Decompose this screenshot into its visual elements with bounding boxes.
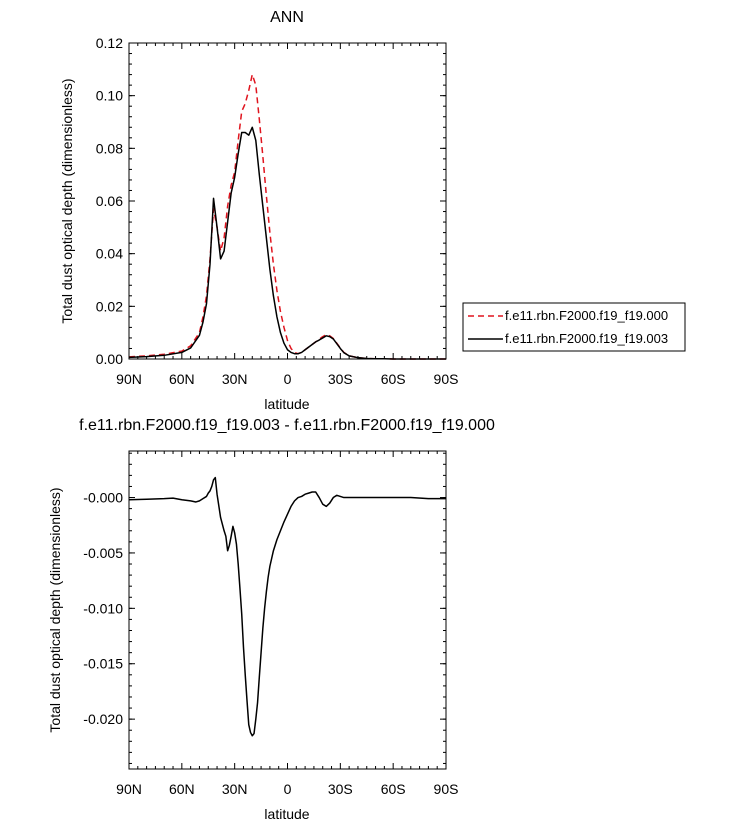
legend-label-series-1: f.e11.rbn.F2000.f19_f19.000 [505, 308, 668, 323]
x-tick-label: 60S [381, 371, 406, 387]
y-tick-label: -0.010 [83, 600, 123, 616]
x-tick-label: 60N [169, 781, 195, 797]
x-tick-label: 60S [381, 781, 406, 797]
difference-chart: f.e11.rbn.F2000.f19_f19.003 - f.e11.rbn.… [47, 417, 495, 822]
y-tick-label: 0.08 [96, 140, 123, 156]
legend-box [462, 302, 686, 352]
series-line-1 [128, 476, 446, 737]
x-tick-label: 30N [222, 781, 248, 797]
y-tick-label: -0.020 [83, 711, 123, 727]
y-tick-label: 0.12 [96, 35, 123, 51]
mean-dust-chart: ANN 90N 60N 30N 0 30S 60S 90S 0.00 0.02 0.04 0.06 0… [59, 9, 686, 412]
x-tick-label: 90N [116, 371, 142, 387]
x-tick-label: 0 [284, 781, 292, 797]
chart-title: f.e11.rbn.F2000.f19_f19.003 - f.e11.rbn.… [79, 417, 495, 434]
y-tick-label: 0.02 [96, 298, 123, 314]
x-tick-label: 90N [116, 781, 142, 797]
y-axis-label: Total dust optical depth (dimensionless) [59, 78, 75, 323]
legend-label-series-2: f.e11.rbn.F2000.f19_f19.003 [505, 331, 668, 346]
x-tick-label: 30S [328, 371, 353, 387]
y-tick-label: 0.00 [96, 351, 123, 367]
x-tick-label: 30S [328, 781, 353, 797]
x-tick-label: 90S [434, 781, 459, 797]
series-line-2 [128, 126, 446, 360]
y-tick-label: 0.04 [96, 246, 123, 262]
y-axis-label: Total dust optical depth (dimensionless) [47, 487, 63, 732]
series-line-1 [128, 73, 446, 360]
legend: f.e11.rbn.F2000.f19_f19.000 f.e11.rbn.F2… [462, 302, 686, 352]
chart-title: ANN [270, 9, 304, 26]
x-tick-label: 60N [169, 371, 195, 387]
plot-frame [128, 42, 447, 360]
x-axis-label: latitude [264, 806, 309, 822]
y-tick-label: 0.10 [96, 88, 123, 104]
y-tick-label: 0.06 [96, 193, 123, 209]
x-tick-label: 90S [434, 371, 459, 387]
x-tick-label: 0 [284, 371, 292, 387]
x-tick-label: 30N [222, 371, 248, 387]
y-tick-label: -0.005 [83, 545, 123, 561]
y-tick-label: -0.015 [83, 656, 123, 672]
y-tick-label: -0.000 [83, 490, 123, 506]
x-axis-label: latitude [264, 396, 309, 412]
